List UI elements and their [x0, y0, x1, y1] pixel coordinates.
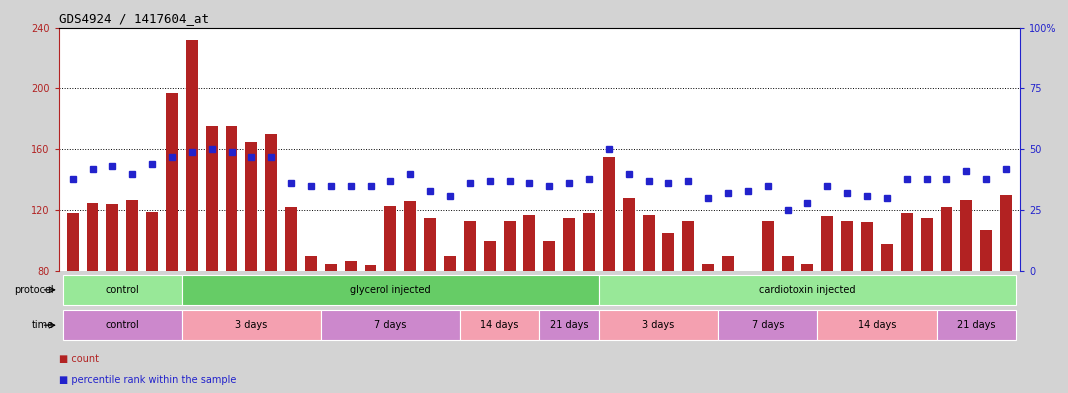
Bar: [599, 310, 718, 340]
Bar: [563, 218, 575, 271]
Bar: [702, 264, 714, 271]
Bar: [186, 40, 198, 271]
Text: control: control: [106, 285, 139, 295]
Bar: [206, 127, 218, 271]
Bar: [464, 221, 475, 271]
Text: 3 days: 3 days: [642, 320, 675, 330]
Bar: [87, 203, 98, 271]
Text: 14 days: 14 days: [481, 320, 519, 330]
Bar: [544, 241, 555, 271]
Bar: [126, 200, 138, 271]
Bar: [345, 261, 357, 271]
Bar: [523, 215, 535, 271]
Bar: [146, 212, 158, 271]
Bar: [444, 256, 456, 271]
Text: ■ count: ■ count: [59, 354, 98, 364]
Bar: [623, 198, 634, 271]
Bar: [881, 244, 893, 271]
Bar: [63, 310, 182, 340]
Bar: [801, 264, 814, 271]
Bar: [603, 157, 615, 271]
Bar: [980, 230, 992, 271]
Bar: [225, 127, 237, 271]
Bar: [320, 310, 460, 340]
Text: 14 days: 14 days: [858, 320, 896, 330]
Text: ■ percentile rank within the sample: ■ percentile rank within the sample: [59, 375, 236, 385]
Bar: [722, 256, 734, 271]
Bar: [182, 275, 599, 305]
Text: protocol: protocol: [14, 285, 53, 295]
Bar: [842, 221, 853, 271]
Bar: [817, 310, 937, 340]
Bar: [424, 218, 436, 271]
Bar: [821, 216, 833, 271]
Bar: [643, 215, 655, 271]
Bar: [718, 310, 817, 340]
Bar: [265, 134, 278, 271]
Text: time: time: [31, 320, 53, 330]
Bar: [960, 200, 972, 271]
Bar: [364, 265, 377, 271]
Text: 7 days: 7 days: [752, 320, 784, 330]
Bar: [861, 222, 873, 271]
Bar: [460, 310, 539, 340]
Bar: [325, 264, 336, 271]
Text: 7 days: 7 days: [374, 320, 407, 330]
Bar: [246, 142, 257, 271]
Bar: [662, 233, 674, 271]
Bar: [599, 275, 1016, 305]
Bar: [1000, 195, 1012, 271]
Text: cardiotoxin injected: cardiotoxin injected: [759, 285, 855, 295]
Bar: [305, 256, 317, 271]
Bar: [384, 206, 396, 271]
Bar: [782, 256, 794, 271]
Bar: [921, 218, 932, 271]
Bar: [405, 201, 417, 271]
Text: glycerol injected: glycerol injected: [350, 285, 430, 295]
Bar: [182, 310, 320, 340]
Bar: [941, 207, 953, 271]
Bar: [761, 221, 773, 271]
Text: 3 days: 3 days: [235, 320, 267, 330]
Bar: [285, 207, 297, 271]
Bar: [539, 310, 599, 340]
Bar: [66, 213, 79, 271]
Bar: [504, 221, 516, 271]
Bar: [166, 93, 178, 271]
Text: 21 days: 21 days: [957, 320, 995, 330]
Bar: [900, 213, 913, 271]
Text: 21 days: 21 days: [550, 320, 588, 330]
Bar: [484, 241, 496, 271]
Bar: [937, 310, 1016, 340]
Text: GDS4924 / 1417604_at: GDS4924 / 1417604_at: [59, 12, 208, 25]
Bar: [63, 275, 182, 305]
Bar: [107, 204, 119, 271]
Text: control: control: [106, 320, 139, 330]
Bar: [583, 213, 595, 271]
Bar: [682, 221, 694, 271]
